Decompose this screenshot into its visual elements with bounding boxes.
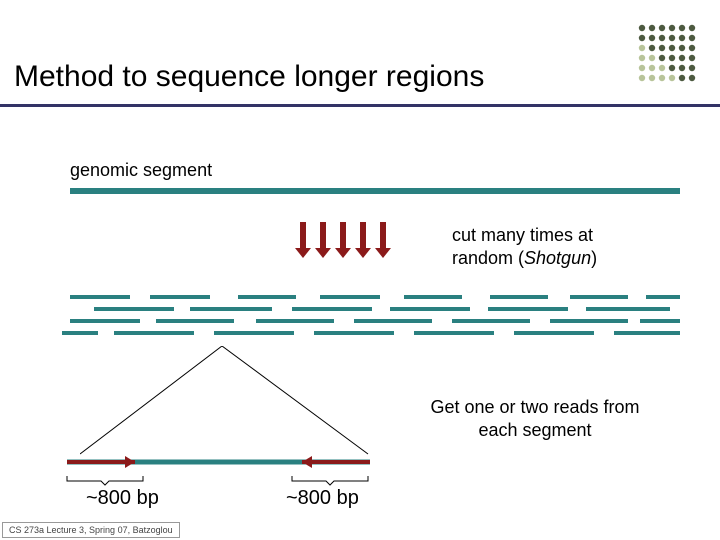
fragment-bar	[292, 307, 372, 311]
fragment-bar	[614, 331, 680, 335]
title-underline	[0, 104, 720, 107]
fragment-bar	[214, 331, 294, 335]
fragment-bar	[156, 319, 234, 323]
bp-label-1: ~800 bp	[86, 487, 159, 510]
fragment-bar	[354, 319, 432, 323]
fragment-bar	[550, 319, 628, 323]
fragment-bar	[640, 319, 680, 323]
fragment-bar	[238, 295, 296, 299]
fragment-row	[70, 307, 680, 319]
fragment-bar	[114, 331, 194, 335]
fragment-bar	[414, 331, 494, 335]
fragment-row	[70, 331, 680, 343]
cut-arrow-icon	[300, 222, 306, 248]
cut-line2c: )	[591, 248, 597, 268]
fragment-row	[70, 319, 680, 331]
fragment-bar	[320, 295, 380, 299]
fragment-bar	[150, 295, 210, 299]
cut-arrow-icon	[360, 222, 366, 248]
fragment-bar	[70, 319, 140, 323]
fragment-bar	[452, 319, 530, 323]
cut-arrow-icon	[340, 222, 346, 248]
cut-arrow-icon	[320, 222, 326, 248]
cut-line2a: random (	[452, 248, 524, 268]
fragment-bar	[190, 307, 272, 311]
cut-line1: cut many times at	[452, 225, 593, 245]
slide-title: Method to sequence longer regions	[14, 60, 484, 94]
fragment-stack	[70, 295, 680, 343]
fragment-bar	[70, 295, 130, 299]
fragment-bar	[490, 295, 548, 299]
get-reads-label: Get one or two reads from each segment	[380, 396, 690, 443]
bp-label-2: ~800 bp	[286, 487, 359, 510]
footer-citation: CS 273a Lecture 3, Spring 07, Batzoglou	[2, 522, 180, 538]
fragment-bar	[94, 307, 174, 311]
cut-arrow-icon	[380, 222, 386, 248]
fragment-bar	[390, 307, 470, 311]
cut-shotgun-label: cut many times at random (Shotgun)	[452, 224, 692, 271]
getreads-line2: each segment	[478, 420, 591, 440]
fragment-bar	[62, 331, 98, 335]
fragment-bar	[570, 295, 628, 299]
cut-arrows-group	[300, 222, 400, 253]
dots-decor-icon	[636, 22, 706, 92]
fragment-bar	[314, 331, 394, 335]
fragment-bar	[586, 307, 670, 311]
getreads-line1: Get one or two reads from	[430, 397, 639, 417]
genomic-segment-bar	[70, 188, 680, 194]
fragment-bar	[646, 295, 680, 299]
fragment-bar	[488, 307, 568, 311]
fragment-row	[70, 295, 680, 307]
cut-line2b: Shotgun	[524, 248, 591, 268]
genomic-segment-label: genomic segment	[70, 160, 212, 181]
magnify-triangle	[80, 346, 380, 471]
fragment-bar	[514, 331, 594, 335]
fragment-bar	[256, 319, 334, 323]
fragment-bar	[404, 295, 462, 299]
